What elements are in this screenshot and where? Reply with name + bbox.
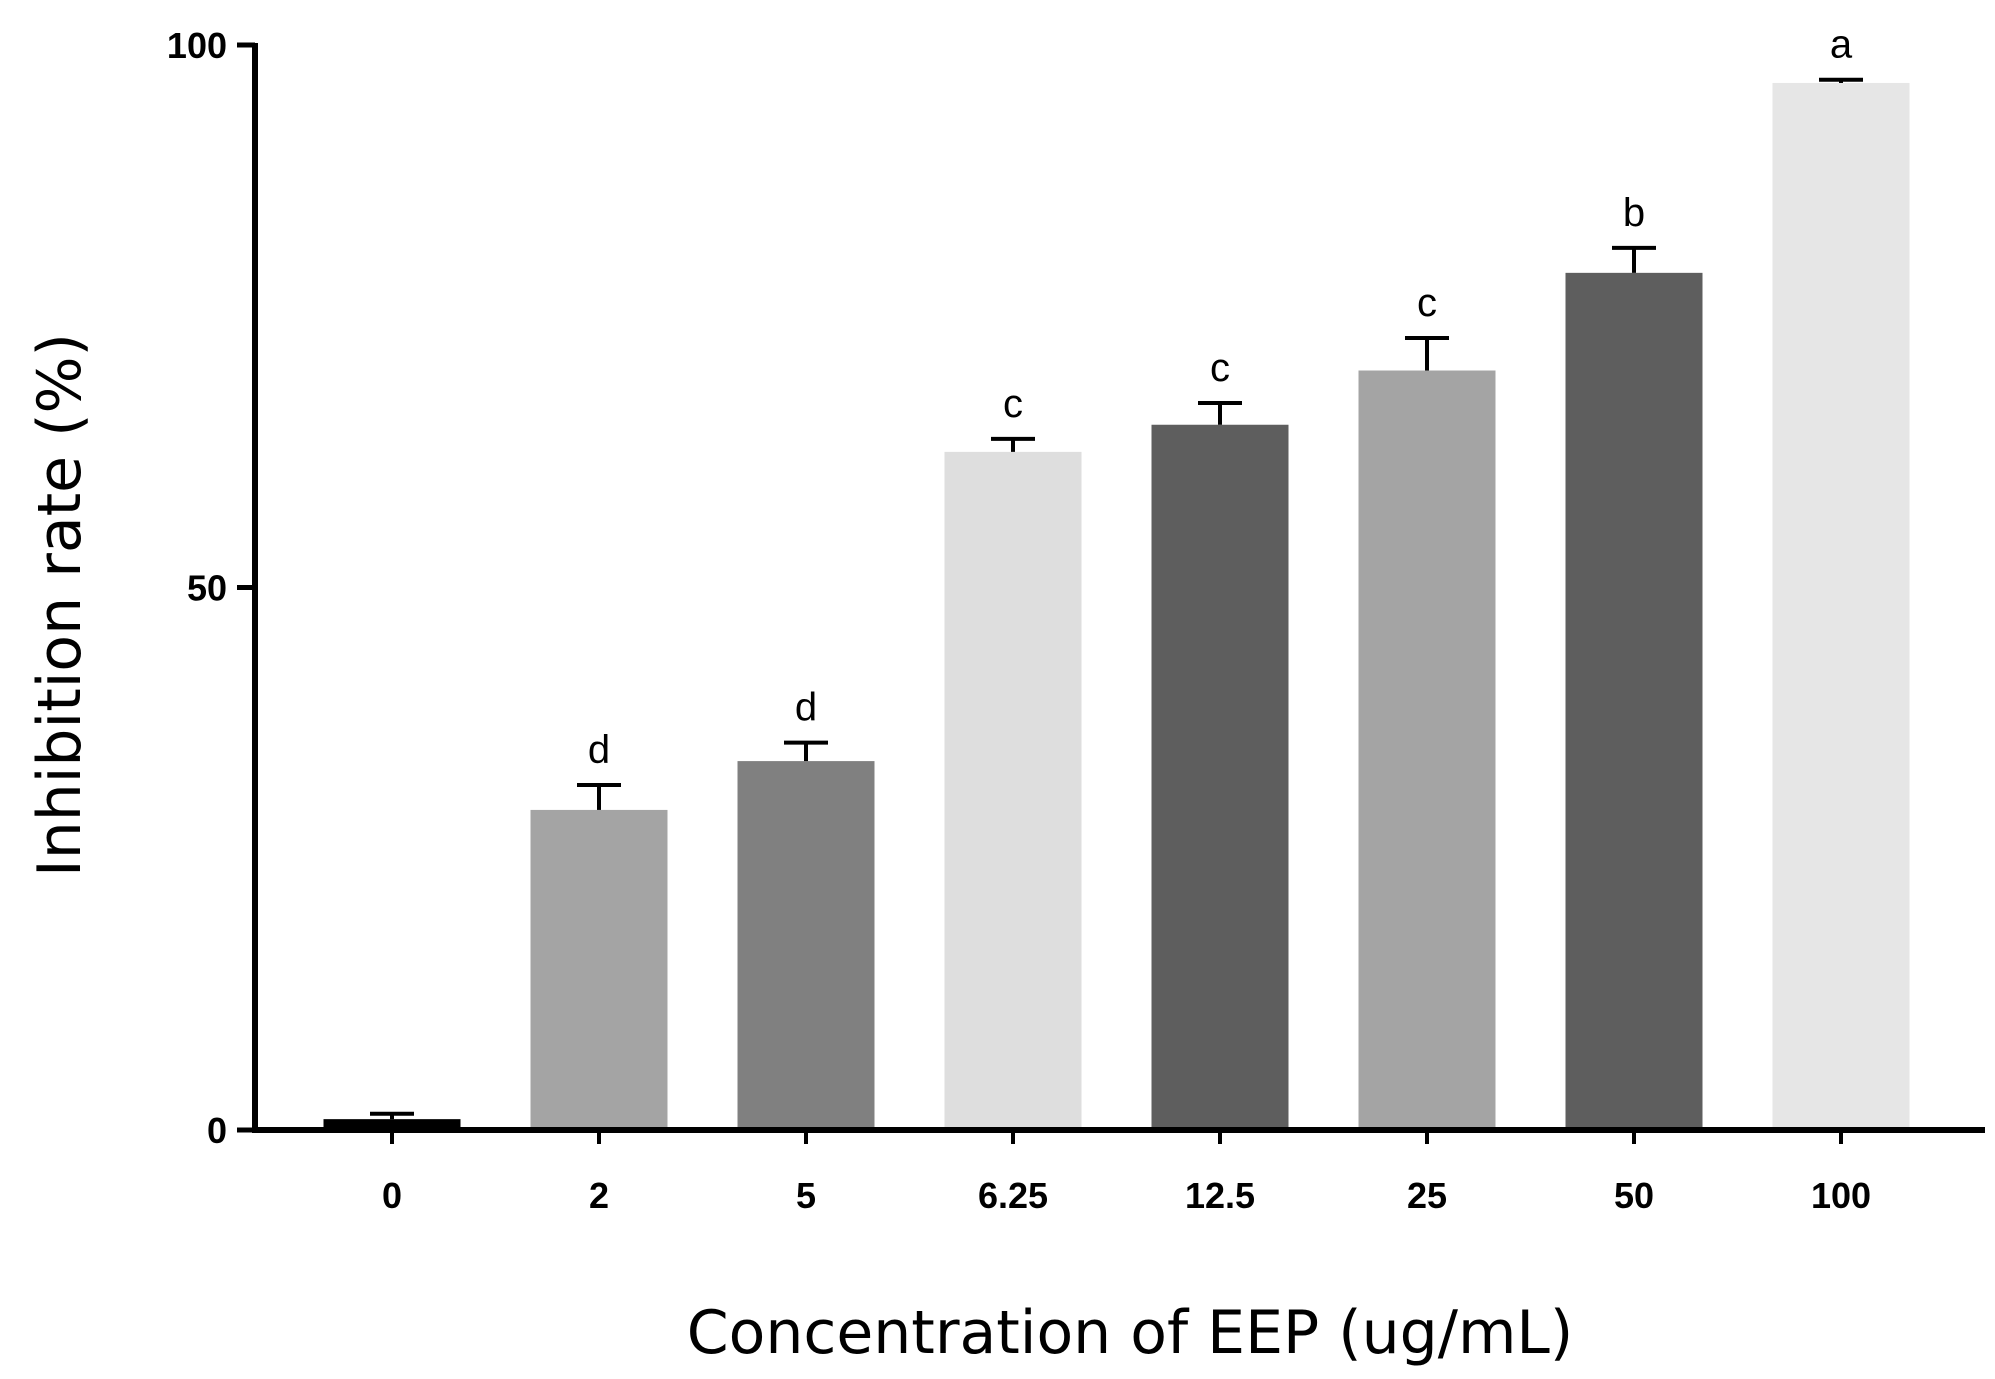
x-tick-label-2: 2 [589,1175,609,1216]
y-tick-label-100: 100 [167,25,227,66]
x-ticks: 0 2 5 6.25 12.5 25 50 100 [382,1130,1871,1216]
significance-label-12.5: c [1210,346,1230,390]
bar-0 [323,1119,461,1130]
y-axis-title: Inhibition rate (%) [25,333,95,877]
bar-50 [1565,272,1703,1131]
bar-5 [737,761,875,1130]
x-tick-label-6.25: 6.25 [978,1175,1048,1216]
error-bar-0 [370,1111,414,1120]
bar-25 [1358,370,1496,1130]
significance-labels: d d c c c b a [588,23,1853,772]
error-bar-25 [1405,335,1449,371]
error-bar-12.5 [1198,401,1242,425]
bar-12.5 [1151,424,1289,1130]
bar-6.25 [944,451,1082,1130]
significance-label-25: c [1417,281,1437,325]
error-bar-6.25 [991,436,1035,452]
error-bar-5 [784,740,828,762]
axes [252,43,1985,1133]
x-tick-label-12.5: 12.5 [1185,1175,1255,1216]
error-bar-2 [577,782,621,810]
y-tick-label-0: 0 [207,1110,227,1151]
x-tick-label-5: 5 [796,1175,816,1216]
bar-2 [530,809,668,1130]
x-tick-label-25: 25 [1407,1175,1447,1216]
error-bars [370,77,1863,1120]
error-bar-100 [1819,77,1863,83]
x-tick-label-0: 0 [382,1175,402,1216]
significance-label-5: d [795,686,817,730]
bar-100 [1772,82,1910,1131]
x-tick-label-50: 50 [1614,1175,1654,1216]
bars [323,82,1910,1131]
significance-label-100: a [1830,23,1853,67]
error-bar-50 [1612,245,1656,273]
y-ticks: 0 50 100 [167,25,255,1151]
y-tick-label-50: 50 [187,568,227,609]
x-tick-label-100: 100 [1811,1175,1871,1216]
x-axis-title: Concentration of EEP (ug/mL) [687,1298,1574,1368]
significance-label-2: d [588,728,610,772]
significance-label-50: b [1623,191,1645,235]
significance-label-6.25: c [1003,382,1023,426]
